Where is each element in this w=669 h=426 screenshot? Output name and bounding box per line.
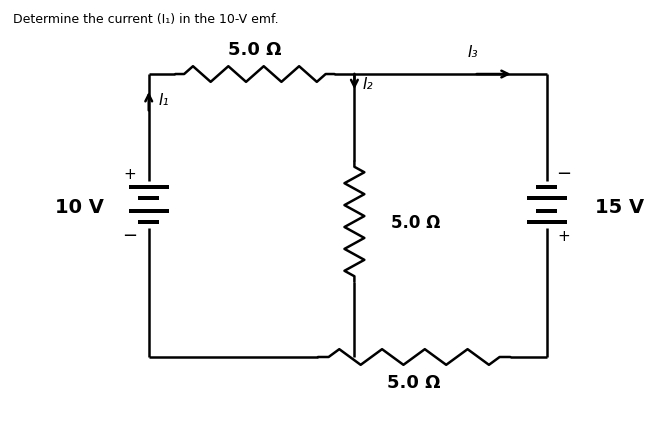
Text: I₃: I₃: [467, 45, 478, 60]
Text: 5.0 Ω: 5.0 Ω: [228, 40, 282, 59]
Text: 5.0 Ω: 5.0 Ω: [387, 374, 441, 391]
Text: I₁: I₁: [159, 92, 169, 107]
Text: −: −: [122, 227, 138, 245]
Text: +: +: [124, 167, 136, 181]
Text: Determine the current (I₁) in the 10-V emf.: Determine the current (I₁) in the 10-V e…: [13, 13, 278, 26]
Text: I₂: I₂: [363, 76, 373, 91]
Text: 10 V: 10 V: [55, 198, 104, 216]
Text: 15 V: 15 V: [595, 198, 644, 216]
Text: −: −: [556, 165, 571, 183]
Text: 5.0 Ω: 5.0 Ω: [391, 213, 440, 231]
Text: +: +: [557, 228, 570, 243]
